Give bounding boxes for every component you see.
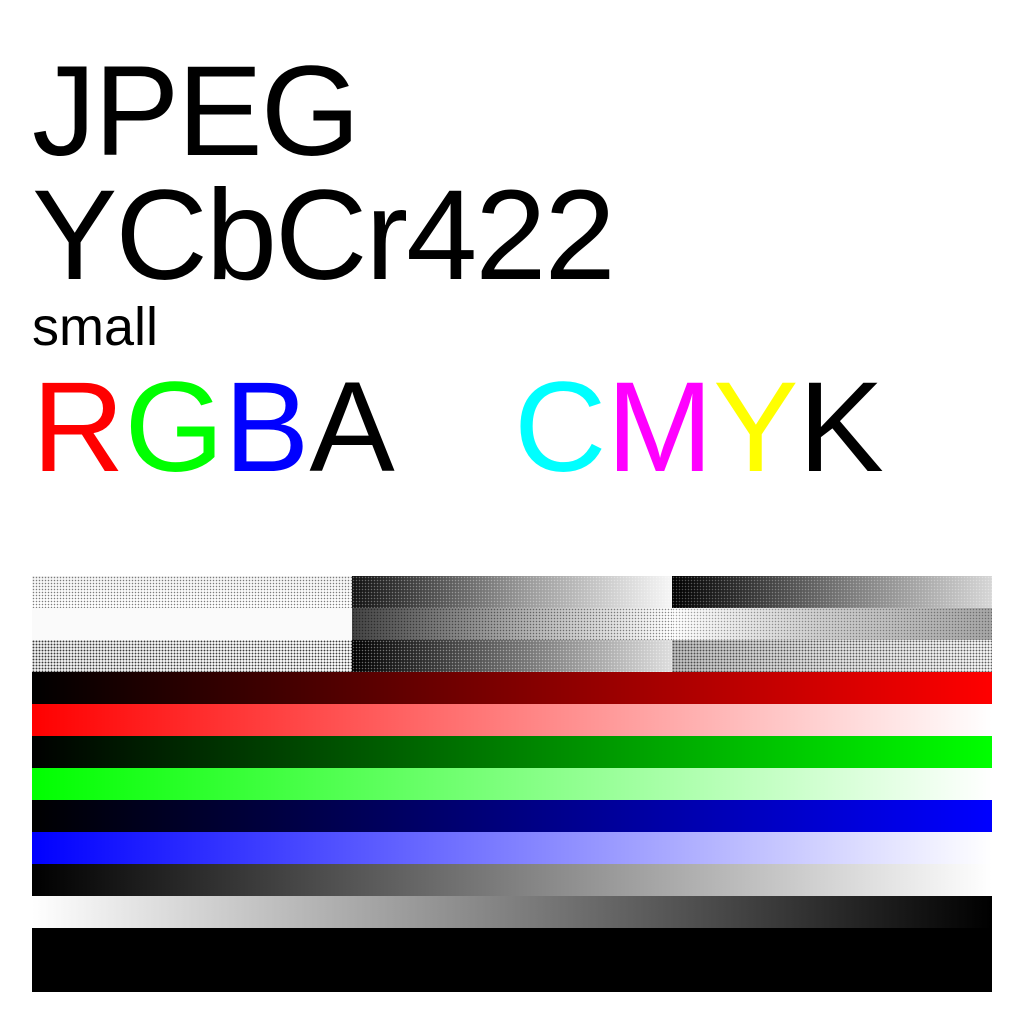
gradient-bar [32, 896, 992, 928]
channel-r: R [32, 356, 125, 499]
dithered-gray-panels [32, 576, 992, 672]
channel-b: B [224, 356, 310, 499]
dither-right-mid [672, 608, 992, 640]
dither-right-bottom [672, 640, 992, 672]
dither-middle-mid [352, 608, 672, 640]
gradient-bar [32, 864, 992, 896]
dither-middle-bottom [352, 640, 672, 672]
gradient-bar [32, 736, 992, 768]
cmyk-label: CMYK [514, 364, 884, 492]
channel-k: K [798, 356, 884, 499]
title-size-label: small [32, 297, 159, 357]
channel-c: C [514, 356, 607, 499]
gradient-bar [32, 832, 992, 864]
channel-y: Y [713, 356, 799, 499]
gradient-bars [32, 672, 992, 992]
gradient-bar [32, 800, 992, 832]
title-colorspace: YCbCr422 [32, 164, 616, 307]
gradient-bar [32, 704, 992, 736]
dither-right-top [672, 576, 992, 608]
gradient-bar [32, 768, 992, 800]
solid-black-bar [32, 928, 992, 992]
dither-middle-top [352, 576, 672, 608]
rgba-label: RGBA [32, 364, 395, 492]
dither-left-bottom [32, 640, 352, 672]
channel-a: A [309, 356, 395, 499]
dither-left-top [32, 576, 352, 608]
dither-left-mid [32, 608, 352, 640]
gradient-bar [32, 672, 992, 704]
title-jpeg: JPEG [32, 40, 360, 183]
channel-m: M [606, 356, 714, 499]
channel-g: G [124, 356, 224, 499]
